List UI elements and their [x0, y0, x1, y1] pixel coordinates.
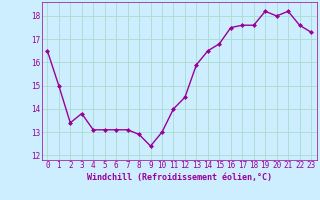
X-axis label: Windchill (Refroidissement éolien,°C): Windchill (Refroidissement éolien,°C)	[87, 173, 272, 182]
